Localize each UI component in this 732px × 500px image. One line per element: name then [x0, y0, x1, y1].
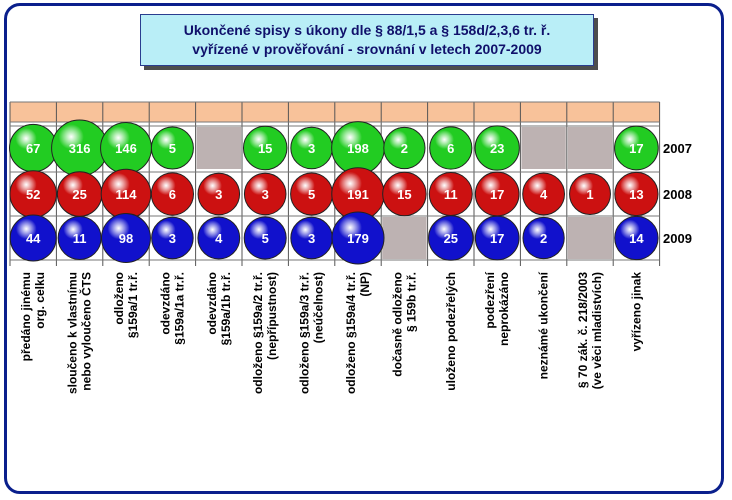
category-label: sloučeno k vlastnímu: [66, 272, 80, 394]
bubble-2009: [331, 211, 385, 265]
category-label: neprokázáno: [497, 272, 511, 346]
category-label: odloženo §159a/4 tr.ř.: [344, 272, 358, 394]
data-label: 3: [262, 187, 269, 202]
chart-title-line2: vyřízené v prověřování - srovnání v lete…: [192, 41, 542, 57]
category-label: odloženo: [112, 272, 126, 325]
data-label: 2: [540, 231, 547, 246]
data-label: 114: [116, 187, 138, 202]
data-label: 6: [169, 187, 176, 202]
data-label: 15: [258, 141, 272, 156]
category-label: odevzdáno: [205, 272, 219, 335]
category-label: §159a/1a tr.ř.: [172, 272, 186, 345]
data-label: 198: [347, 141, 369, 156]
data-label: 4: [215, 231, 223, 246]
category-label: dočasně odloženo: [390, 272, 404, 377]
data-label: 3: [169, 231, 176, 246]
data-label: 191: [347, 187, 369, 202]
empty-cell: [567, 127, 613, 169]
data-label: 14: [629, 231, 644, 246]
data-label: 25: [444, 231, 458, 246]
data-label: 2: [401, 141, 408, 156]
empty-cell: [196, 127, 241, 169]
category-label: neznámé ukončení: [537, 271, 551, 379]
data-label: 6: [447, 141, 454, 156]
bubble-2008: [150, 172, 195, 216]
bubble-2007: [614, 125, 659, 171]
chart-title-line1: Ukončené spisy s úkony dle § 88/1,5 a § …: [183, 22, 551, 38]
data-label: 17: [490, 231, 504, 246]
data-label: 11: [444, 187, 458, 202]
data-label: 316: [69, 141, 91, 156]
data-label: 44: [26, 231, 41, 246]
data-label: 3: [308, 231, 315, 246]
series-label: 2009: [663, 231, 692, 246]
data-label: 17: [629, 141, 643, 156]
bubble-2007: [474, 125, 520, 171]
bubble-2007: [429, 126, 473, 170]
bubble-2008: [197, 172, 241, 216]
bubble-2009: [151, 216, 194, 260]
bubble-2009: [101, 213, 151, 263]
data-label: 3: [215, 187, 222, 202]
data-label: 5: [308, 187, 315, 202]
bubble-2008: [243, 172, 287, 216]
category-label: odevzdáno: [158, 272, 172, 335]
data-label: 15: [397, 187, 411, 202]
empty-cell: [567, 217, 613, 259]
bubble-2008: [382, 171, 427, 217]
category-label: § 159b tr.ř.: [404, 272, 418, 332]
bubble-2009: [9, 214, 57, 262]
category-label: (ve věci mladistvích): [590, 272, 604, 389]
category-label: uloženo podezřelých: [444, 272, 458, 391]
bubble-2009: [243, 216, 287, 260]
category-label: § 70 zák. č. 218/2003: [576, 272, 590, 388]
data-label: 5: [262, 231, 269, 246]
data-label: 52: [26, 187, 40, 202]
data-label: 23: [490, 141, 504, 156]
data-label: 1: [586, 187, 593, 202]
category-label: podezření: [483, 271, 497, 328]
category-label: §159a/1 tr.ř.: [126, 272, 140, 338]
category-label: vyřízeno jinak: [629, 272, 643, 352]
bubble-2008: [522, 172, 566, 216]
bubble-2009: [428, 215, 474, 261]
category-label: nebo vyloučeno ČTS: [79, 272, 94, 391]
data-label: 11: [73, 231, 87, 246]
chart-title: Ukončené spisy s úkony dle § 88/1,5 a § …: [140, 14, 594, 66]
category-label: (NP): [358, 272, 372, 297]
data-label: 25: [72, 187, 86, 202]
bubble-2009: [522, 216, 565, 260]
data-label: 67: [26, 141, 40, 156]
bubble-2007: [150, 126, 194, 170]
bubble-2007: [242, 125, 288, 171]
bubble-2009: [614, 215, 659, 261]
empty-cell: [382, 217, 427, 259]
category-label: org. celku: [33, 272, 47, 329]
category-label: odloženo §159a/2 tr.ř.: [251, 272, 265, 394]
bubble-2008: [614, 171, 659, 217]
data-label: 5: [169, 141, 176, 156]
data-label: 98: [119, 231, 133, 246]
series-label: 2007: [663, 141, 692, 156]
category-label: §159a/1b tr.ř.: [219, 272, 233, 345]
data-label: 3: [308, 141, 315, 156]
series-label: 2008: [663, 187, 692, 202]
bubble-2007: [383, 126, 426, 170]
data-label: 179: [347, 231, 369, 246]
category-label: předáno jinému: [19, 272, 33, 361]
empty-cell: [521, 127, 566, 169]
data-label: 4: [540, 187, 548, 202]
category-label: (nepřípustnost): [265, 272, 279, 360]
category-label: odloženo §159a/3 tr.ř.: [298, 272, 312, 394]
bubble-2009: [197, 216, 241, 260]
data-label: 17: [490, 187, 504, 202]
data-label: 146: [115, 141, 137, 156]
data-label: 13: [629, 187, 643, 202]
bubble-2009: [474, 215, 520, 261]
bubble-2008: [569, 173, 611, 215]
category-label: (neúčelnost): [312, 272, 326, 343]
